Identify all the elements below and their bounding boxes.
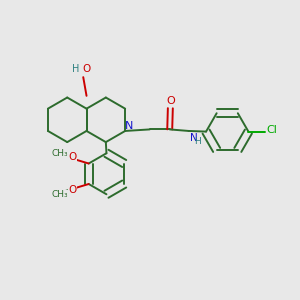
Text: CH₃: CH₃ xyxy=(51,149,68,158)
Text: O: O xyxy=(68,152,76,163)
Text: O: O xyxy=(82,64,91,74)
Text: O: O xyxy=(68,185,76,195)
Text: H: H xyxy=(195,137,201,146)
Text: N: N xyxy=(190,133,198,143)
Text: O: O xyxy=(166,96,175,106)
Text: H: H xyxy=(72,64,79,74)
Text: N: N xyxy=(125,121,133,131)
Text: Cl: Cl xyxy=(266,125,278,135)
Text: CH₃: CH₃ xyxy=(51,190,68,199)
